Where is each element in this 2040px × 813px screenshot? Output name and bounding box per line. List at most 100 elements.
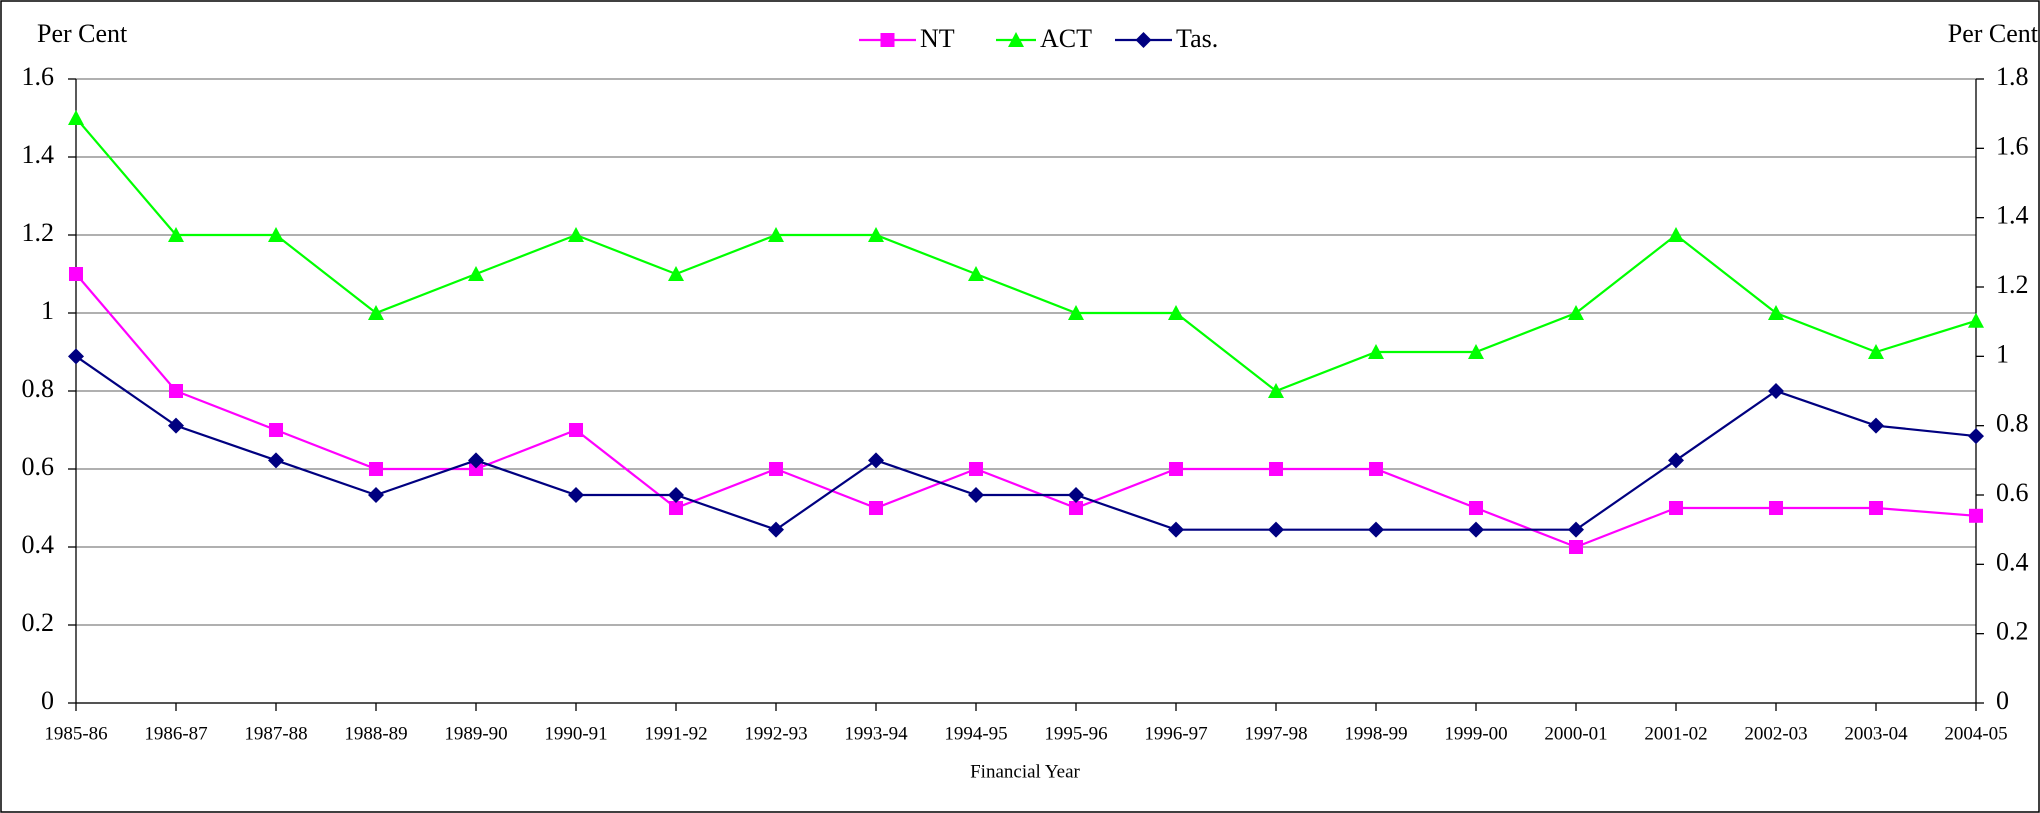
y2-tick-label: 0.2 <box>1996 617 2029 646</box>
y2-tick-label: 1.4 <box>1996 201 2029 230</box>
data-point <box>68 348 84 365</box>
y2-tick-label: 1 <box>1996 339 2009 368</box>
data-point <box>669 501 683 515</box>
y-axis-label: Per Cent <box>37 19 128 48</box>
data-point <box>269 423 283 437</box>
data-point <box>1969 508 1983 523</box>
y-tick-label: 0 <box>41 686 54 715</box>
y2-tick-label: 0.6 <box>1996 478 2029 507</box>
data-point <box>1568 305 1584 320</box>
y-tick-label: 0.4 <box>22 530 55 559</box>
data-point <box>769 462 783 476</box>
data-point <box>1869 501 1883 515</box>
data-point <box>468 452 484 469</box>
y-tick-label: 1 <box>41 296 54 325</box>
data-point <box>1568 521 1584 538</box>
x-tick-label: 1992-93 <box>744 723 807 744</box>
y2-tick-label: 0.8 <box>1996 409 2029 438</box>
x-tick-label: 2004-05 <box>1944 723 2007 744</box>
x-tick-label: 2001-02 <box>1644 723 1707 744</box>
data-point <box>668 487 684 503</box>
data-point <box>1369 462 1383 476</box>
data-point <box>1769 501 1783 515</box>
data-point <box>1668 452 1684 469</box>
data-point <box>568 227 584 242</box>
x-tick-label: 1991-92 <box>644 723 707 744</box>
y-tick-label: 0.6 <box>22 452 55 481</box>
data-point <box>469 462 483 476</box>
data-point <box>1068 305 1084 320</box>
y-tick-label: 1.6 <box>22 62 55 91</box>
x-tick-label: 2000-01 <box>1544 723 1607 744</box>
y2-axis-label: Per Cent <box>1948 19 2039 48</box>
data-point <box>68 110 84 125</box>
x-tick-label: 1993-94 <box>844 723 908 744</box>
data-point <box>1968 312 1984 328</box>
data-point <box>1069 501 1083 515</box>
y2-tick-label: 0.4 <box>1996 547 2029 576</box>
y-tick-label: 0.2 <box>22 608 55 637</box>
data-point <box>1068 487 1084 503</box>
data-point <box>1368 521 1384 538</box>
data-point <box>1768 305 1784 320</box>
x-tick-label: 1999-00 <box>1444 723 1507 744</box>
x-tick-label: 1985-86 <box>44 723 107 744</box>
x-tick-label: 1989-90 <box>444 723 507 744</box>
data-point <box>1368 344 1384 359</box>
y2-tick-label: 1.6 <box>1996 131 2029 160</box>
x-tick-label: 1994-95 <box>944 723 1007 744</box>
data-point <box>1268 521 1284 538</box>
x-tick-label: 1995-96 <box>1044 723 1107 744</box>
data-point <box>368 305 384 320</box>
x-tick-label: 1987-88 <box>244 723 307 744</box>
legend-label: ACT <box>1040 24 1092 53</box>
data-point <box>768 227 784 242</box>
data-point <box>168 417 184 434</box>
legend-label: Tas. <box>1176 24 1218 53</box>
y-tick-label: 1.2 <box>22 218 55 247</box>
data-point <box>569 423 583 437</box>
data-point <box>268 452 284 469</box>
series-line <box>75 117 1977 393</box>
data-point <box>1469 501 1483 515</box>
data-point <box>268 227 284 242</box>
data-point <box>1168 305 1184 320</box>
y-tick-label: 1.4 <box>22 140 55 169</box>
legend-marker <box>880 33 895 47</box>
data-point <box>1169 462 1183 476</box>
y2-tick-label: 1.8 <box>1996 62 2029 91</box>
series-line <box>75 273 1977 549</box>
data-point <box>169 384 183 398</box>
data-point <box>468 266 484 281</box>
x-tick-label: 1986-87 <box>144 723 207 744</box>
data-point <box>968 266 984 281</box>
x-tick-label: 1998-99 <box>1344 723 1407 744</box>
data-point <box>868 452 884 469</box>
x-tick-label: 1988-89 <box>344 723 407 744</box>
legend-marker <box>1008 32 1024 47</box>
data-point <box>1268 383 1284 398</box>
data-point <box>69 267 83 281</box>
data-point <box>568 487 584 503</box>
x-tick-label: 1997-98 <box>1244 723 1307 744</box>
x-tick-label: 2003-04 <box>1844 723 1908 744</box>
data-point <box>868 227 884 242</box>
data-point <box>768 521 784 538</box>
y-tick-label: 0.8 <box>22 374 55 403</box>
x-tick-label: 1996-97 <box>1144 723 1207 744</box>
data-point <box>1968 428 1984 445</box>
x-tick-label: 1990-91 <box>544 723 607 744</box>
series-line <box>75 355 1977 531</box>
legend-label: NT <box>920 24 955 53</box>
data-point <box>1669 501 1683 515</box>
data-point <box>1168 521 1184 538</box>
data-point <box>1868 344 1884 359</box>
data-point <box>668 266 684 281</box>
y2-tick-label: 0 <box>1996 686 2009 715</box>
data-point <box>168 227 184 242</box>
data-point <box>1768 383 1784 399</box>
data-point <box>1868 417 1884 434</box>
data-point <box>369 462 383 476</box>
